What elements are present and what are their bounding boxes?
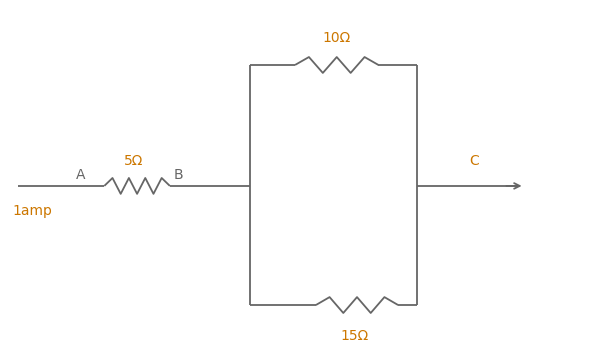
Text: C: C <box>469 154 479 168</box>
Text: B: B <box>174 168 184 182</box>
Text: 15Ω: 15Ω <box>340 330 369 343</box>
Text: 10Ω: 10Ω <box>322 31 351 45</box>
Text: A: A <box>76 168 85 182</box>
Text: 1amp: 1amp <box>13 204 52 218</box>
Text: 5Ω: 5Ω <box>125 154 144 168</box>
